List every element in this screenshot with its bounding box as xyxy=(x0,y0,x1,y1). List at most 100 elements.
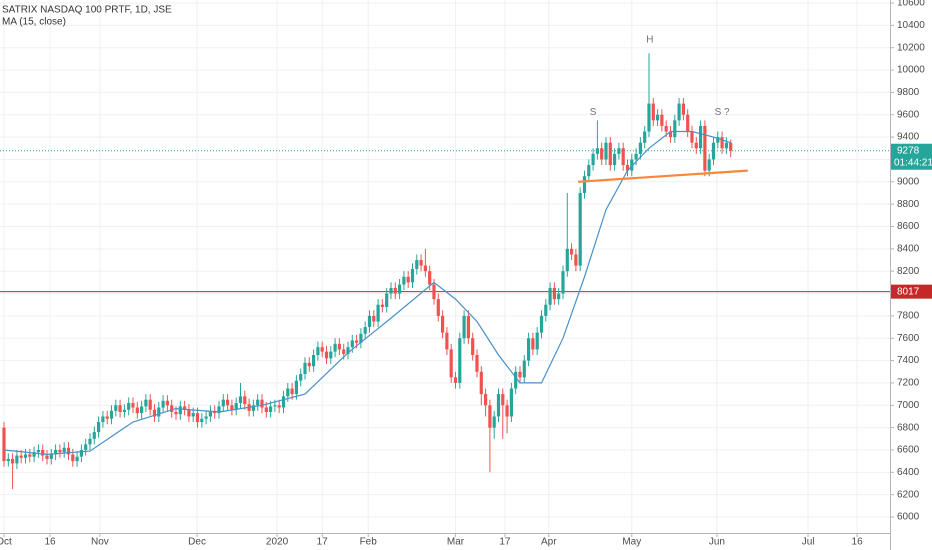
candle-body xyxy=(720,137,724,149)
candle-body xyxy=(458,338,462,383)
candle-body xyxy=(303,362,307,374)
candle-body xyxy=(578,192,582,266)
candle-body xyxy=(127,403,131,410)
candle-body xyxy=(548,287,552,305)
candle-body xyxy=(531,338,535,350)
candle-body xyxy=(200,418,204,423)
candle-body xyxy=(92,432,96,439)
candle-body xyxy=(690,131,694,143)
candle-body xyxy=(526,338,531,361)
y-tick-label: 6800 xyxy=(897,422,920,433)
x-tick-label: Jun xyxy=(709,537,725,548)
x-tick-label: 16 xyxy=(852,537,864,548)
candle-body xyxy=(84,444,88,450)
candle-body xyxy=(410,268,415,283)
candle-body xyxy=(58,449,62,453)
candle-body xyxy=(565,248,569,272)
candle-body xyxy=(389,287,393,294)
candle-body xyxy=(88,438,92,445)
candle-body xyxy=(75,456,79,462)
candle-body xyxy=(698,125,703,149)
candle-body xyxy=(574,254,578,266)
candle-body xyxy=(638,142,642,154)
candle-body xyxy=(53,449,58,455)
x-tick-label: Mar xyxy=(447,537,465,548)
candle-body xyxy=(62,447,66,453)
candle-body xyxy=(157,407,161,417)
candle-body xyxy=(440,315,445,333)
candle-body xyxy=(436,299,440,316)
candle-body xyxy=(49,454,53,459)
x-tick-label: Apr xyxy=(541,537,557,548)
y-tick-label: 6600 xyxy=(897,445,920,456)
candle-body xyxy=(501,394,505,406)
candle-body xyxy=(724,142,728,149)
candle-body xyxy=(290,388,294,395)
candle-body xyxy=(582,176,587,193)
candle-body xyxy=(329,351,333,359)
candle-body xyxy=(217,406,221,414)
candle-body xyxy=(299,373,303,381)
candle-body xyxy=(10,458,15,464)
x-tick-label: 17 xyxy=(499,537,511,548)
candle-body xyxy=(178,406,182,415)
candle-body xyxy=(716,137,720,143)
candle-body xyxy=(286,388,290,397)
candle-body xyxy=(101,416,105,423)
candle-body xyxy=(711,142,716,160)
y-tick-label: 7000 xyxy=(897,400,920,411)
y-tick-label: 10400 xyxy=(897,20,925,31)
candle-body xyxy=(617,148,621,154)
candle-body xyxy=(466,315,470,339)
candle-body xyxy=(182,406,187,410)
candle-body xyxy=(273,405,277,407)
candle-body xyxy=(686,114,690,132)
candle-body xyxy=(208,410,212,417)
plot-area: S H S ? xyxy=(0,0,890,533)
candle-body xyxy=(359,333,363,343)
y-tick-label: 10600 xyxy=(897,0,925,9)
candle-body xyxy=(630,159,634,171)
candle-body xyxy=(703,125,707,171)
candle-body xyxy=(316,347,320,355)
candle-body xyxy=(204,416,208,419)
candle-body xyxy=(256,399,260,406)
indicator-label: MA (15, close) xyxy=(2,17,66,28)
candle-body xyxy=(552,287,556,300)
candle-body xyxy=(539,315,544,333)
candle-body xyxy=(363,327,367,334)
candle-body xyxy=(385,293,389,307)
candle-body xyxy=(161,400,165,408)
candle-body xyxy=(445,332,449,350)
candle-body xyxy=(243,396,247,405)
y-tick-label: 10000 xyxy=(897,65,925,76)
candle-body xyxy=(311,354,316,367)
y-tick-label: 10200 xyxy=(897,42,925,53)
x-tick-label: Dec xyxy=(188,537,206,548)
candle-body xyxy=(354,340,359,343)
candle-body xyxy=(170,405,174,412)
candle-body xyxy=(634,153,638,160)
candle-body xyxy=(118,405,122,412)
candle-body xyxy=(397,284,402,294)
candle-body xyxy=(251,405,255,411)
candle-body xyxy=(307,362,311,367)
candle-body xyxy=(428,271,432,285)
candle-body xyxy=(41,449,45,456)
x-tick-label: Jul xyxy=(802,537,815,548)
candle-body xyxy=(423,265,427,272)
y-tick-label: 8400 xyxy=(897,243,920,254)
candle-body xyxy=(79,449,83,457)
candle-body xyxy=(681,103,685,115)
candle-body xyxy=(668,131,673,138)
candle-body xyxy=(109,410,114,419)
y-tick-label: 7200 xyxy=(897,378,920,389)
candle-body xyxy=(195,413,200,423)
pattern-label: H xyxy=(646,35,653,46)
candle-body xyxy=(621,148,625,166)
candle-body xyxy=(694,142,698,149)
candle-body xyxy=(221,399,225,407)
candle-body xyxy=(36,449,40,453)
candle-body xyxy=(535,332,539,350)
